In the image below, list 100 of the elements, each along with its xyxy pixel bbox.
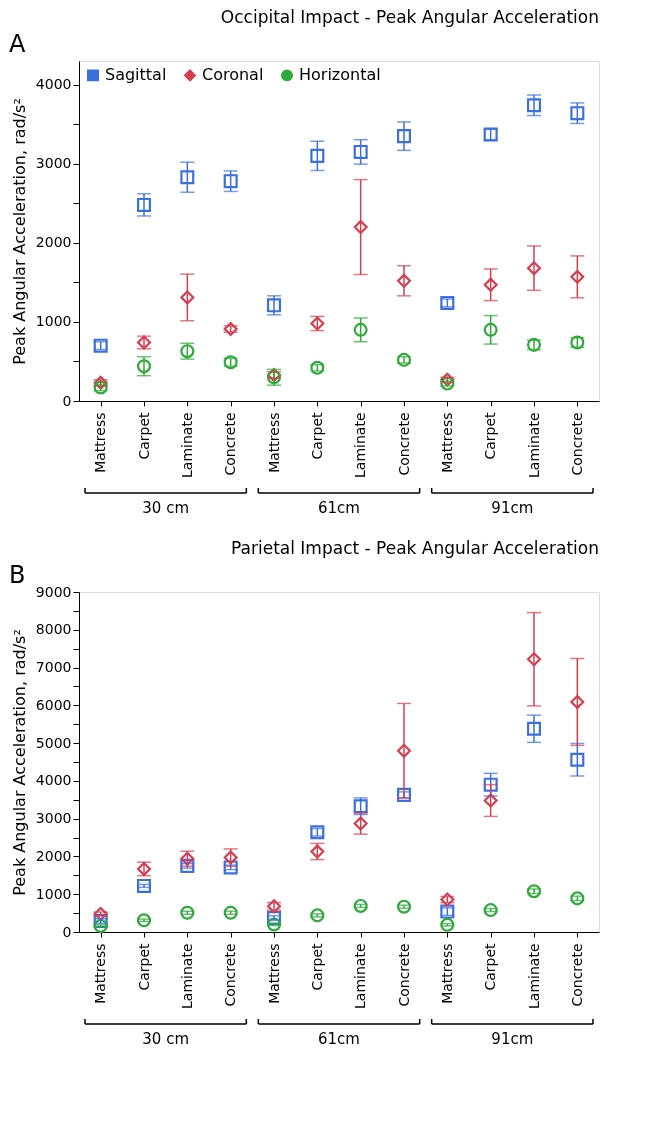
x-tick-label: Laminate [178, 943, 195, 1009]
point [136, 359, 152, 374]
point [180, 858, 195, 873]
x-tick-label: Laminate [525, 943, 542, 1009]
text: 91cm [491, 499, 534, 517]
point [180, 290, 195, 305]
point [483, 322, 498, 337]
x-tick-label: Laminate [178, 412, 195, 478]
x-tick-label: Concrete [568, 412, 585, 476]
point [180, 905, 195, 920]
y-tick-label: 5000 [35, 734, 72, 751]
text: 61cm [318, 1030, 360, 1048]
point [396, 129, 412, 144]
point [570, 891, 585, 906]
chart-title: Parietal Impact - Peak Angular Acceleration [231, 538, 599, 558]
point [396, 787, 412, 802]
y-tick-label: 7000 [35, 659, 72, 676]
point [136, 878, 152, 893]
y-tick-label: 1000 [35, 885, 72, 902]
point [440, 917, 455, 932]
y-tick-label: 0 [62, 392, 72, 409]
point [396, 273, 412, 288]
y-tick-label: 4000 [35, 772, 72, 789]
point [136, 913, 152, 928]
y-tick-label: 1000 [35, 313, 72, 330]
point [223, 860, 238, 875]
point [396, 743, 412, 758]
x-tick-label: Mattress [265, 943, 282, 1004]
point [526, 721, 542, 736]
point [570, 106, 585, 121]
text: 91cm [491, 1030, 534, 1048]
point [570, 694, 585, 709]
point [526, 98, 542, 113]
y-tick-label: 4000 [35, 76, 72, 93]
x-tick-label: Concrete [222, 412, 239, 476]
point [93, 906, 108, 921]
point [526, 261, 542, 276]
point [396, 899, 412, 914]
text: 30 cm [142, 1030, 190, 1048]
x-tick-label: Mattress [265, 412, 282, 473]
text: A [9, 30, 26, 58]
point [310, 908, 325, 923]
text: 30 cm [142, 499, 190, 517]
point [483, 903, 498, 918]
point [353, 816, 368, 831]
x-tick-label: Carpet [135, 412, 152, 460]
point [266, 911, 282, 926]
point [266, 917, 282, 932]
x-tick-label: Laminate [525, 412, 542, 478]
y-tick-label: 0 [62, 923, 72, 940]
point [353, 220, 368, 235]
y-axis-title: Peak Angular Acceleration, rad/s² [9, 98, 29, 365]
text: B [9, 561, 26, 589]
point [223, 174, 238, 189]
x-tick-label: Mattress [92, 943, 109, 1004]
point [223, 322, 238, 337]
x-tick-label: Mattress [438, 412, 455, 473]
point [483, 793, 498, 808]
point [440, 376, 455, 391]
y-tick-label: 2000 [35, 234, 72, 251]
x-tick-label: Concrete [568, 943, 585, 1007]
point [93, 918, 108, 933]
x-tick-label: Concrete [395, 943, 412, 1007]
y-tick-label: 3000 [35, 155, 72, 172]
x-tick-label: Mattress [438, 943, 455, 1004]
x-tick-label: Carpet [135, 943, 152, 991]
point [136, 197, 152, 212]
point [180, 170, 195, 185]
point [526, 652, 542, 667]
y-axis-title: Peak Angular Acceleration, rad/s² [9, 629, 29, 896]
point [483, 277, 498, 292]
x-tick-label: Mattress [92, 412, 109, 473]
y-tick-label: 9000 [35, 583, 72, 600]
point [310, 148, 325, 163]
x-tick-label: Concrete [395, 412, 412, 476]
legend-label: Coronal [202, 65, 264, 85]
x-tick-label: Laminate [352, 412, 369, 478]
text: 61cm [318, 499, 360, 517]
point [440, 372, 455, 387]
y-tick-label: 8000 [35, 621, 72, 638]
x-tick-label: Carpet [308, 412, 325, 460]
point [570, 269, 585, 284]
x-tick-label: Concrete [222, 943, 239, 1007]
point [353, 898, 368, 913]
legend-label: Horizontal [299, 65, 381, 85]
point [483, 777, 498, 792]
point [570, 752, 585, 767]
x-tick-label: Carpet [482, 943, 499, 991]
x-tick-label: Carpet [482, 412, 499, 460]
point [353, 322, 368, 337]
point [223, 905, 238, 920]
point [353, 144, 368, 159]
y-tick-label: 3000 [35, 810, 72, 827]
chart-title: Occipital Impact - Peak Angular Acceleration [220, 7, 599, 27]
point [526, 884, 542, 899]
legend-label: Sagittal [105, 65, 167, 85]
y-tick-label: 2000 [35, 847, 72, 864]
y-tick-label: 6000 [35, 696, 72, 713]
x-tick-label: Carpet [308, 943, 325, 991]
x-tick-label: Laminate [352, 943, 369, 1009]
